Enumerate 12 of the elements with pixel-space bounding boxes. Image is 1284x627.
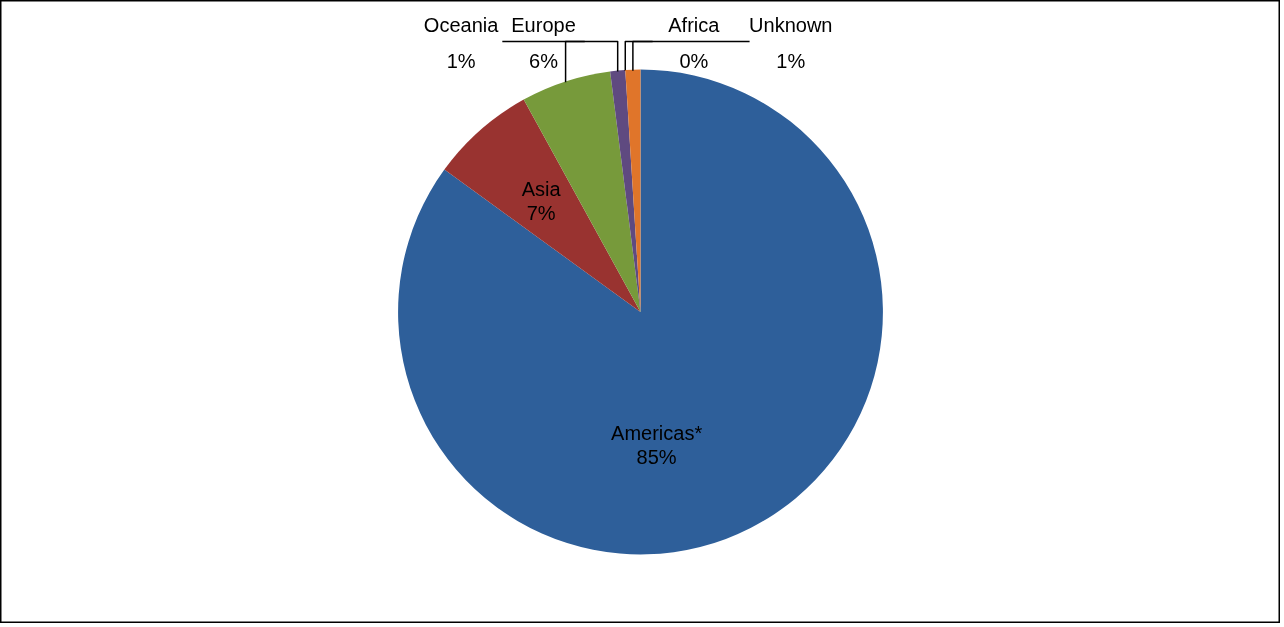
slice-label: Europe	[511, 13, 576, 36]
slice-label: Americas*	[611, 421, 703, 444]
text: 0%	[679, 50, 709, 72]
data-label: 1%	[776, 50, 806, 72]
data-label: 7%	[526, 202, 556, 225]
slice-label: Oceania	[423, 13, 500, 36]
slice-label: Unknown	[749, 13, 833, 36]
data-label: 1%	[446, 50, 476, 72]
data-label: 85%	[636, 446, 677, 469]
category-label: Africa	[668, 13, 720, 36]
data-label: 6%	[529, 50, 559, 72]
slice-label: Asia	[521, 177, 562, 200]
